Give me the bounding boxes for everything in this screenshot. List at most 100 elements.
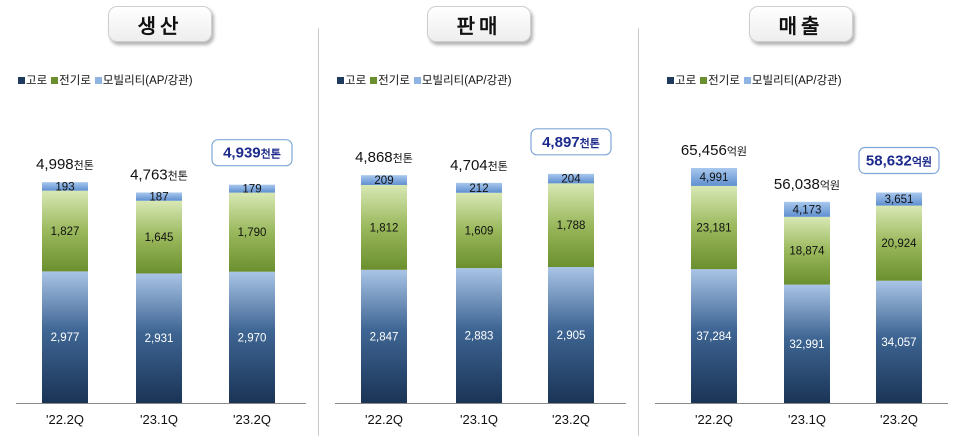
data-label: 3,651 xyxy=(885,194,914,206)
total-label: 4,939천톤 xyxy=(223,145,281,162)
data-label: 37,284 xyxy=(696,331,732,343)
legend-swatch xyxy=(413,76,421,84)
data-label: 18,874 xyxy=(789,246,825,258)
legend: 고로 전기로 모빌리티(AP/강관) xyxy=(337,72,516,88)
bar-segment-mobility xyxy=(456,182,502,193)
bar-segment-mobility xyxy=(548,173,594,184)
data-label: 179 xyxy=(242,184,261,196)
total-highlight-box xyxy=(530,128,612,156)
legend-label: 고로 xyxy=(26,75,48,87)
legend: 고로 전기로 모빌리티(AP/강관) xyxy=(18,72,197,88)
legend-item-electric-furnace: 전기로 xyxy=(700,72,740,88)
legend-swatch xyxy=(18,76,25,84)
stacked-bar-chart: 37,28423,1814,991'22.2Q65,456억원32,99118,… xyxy=(655,142,948,427)
total-value: 4,868 xyxy=(355,149,393,166)
data-label: 20,924 xyxy=(881,238,917,250)
x-tick-label: '23.2Q xyxy=(552,412,590,427)
data-label: 1,645 xyxy=(145,232,174,244)
x-tick-label: '22.2Q xyxy=(365,412,403,427)
data-label: 1,788 xyxy=(557,220,586,232)
bar-segment-blast-furnace xyxy=(42,271,88,403)
x-tick-label: '22.2Q xyxy=(46,412,84,427)
data-label: 2,847 xyxy=(370,331,399,343)
panel-production: 생산 고로 전기로 모빌리티(AP/강관) 2,977 1,827 193 '22.2Q 4,9… xyxy=(0,0,318,436)
legend-swatch xyxy=(700,76,708,84)
bar-segment-blast-furnace xyxy=(361,269,407,403)
total-unit: 억원 xyxy=(727,145,747,158)
total-label: 4,998천톤 xyxy=(36,156,94,173)
x-tick-label: '23.1Q xyxy=(140,412,178,427)
legend-swatch xyxy=(94,76,102,84)
total-value: 4,763 xyxy=(130,166,168,183)
data-label: 2,970 xyxy=(238,332,267,344)
data-label: 187 xyxy=(149,192,168,204)
chart-title: 판매 xyxy=(427,6,531,42)
bar-segment-blast-furnace xyxy=(548,267,594,403)
bar-segment-blast-furnace xyxy=(229,271,275,403)
data-label: 2,931 xyxy=(145,333,174,345)
bar-segment-blast-furnace xyxy=(136,273,182,403)
total-highlight-box xyxy=(858,146,940,175)
panel-sales: 판매 고로 전기로 모빌리티(AP/강관) 2,847 1,812 209 '22.2Q 4,8… xyxy=(319,0,638,436)
total-value: 4,897 xyxy=(542,134,580,151)
bar-segment-mobility xyxy=(876,192,922,206)
total-unit: 천톤 xyxy=(580,136,600,150)
data-label: 209 xyxy=(374,175,393,187)
bar-segment-electric-furnace xyxy=(456,192,502,269)
legend-swatch xyxy=(667,76,674,84)
bar-segment-mobility xyxy=(136,192,182,201)
total-label: 4,868천톤 xyxy=(355,149,413,166)
total-label: 4,897천톤 xyxy=(542,134,600,151)
panel-divider xyxy=(638,28,639,436)
data-label: 193 xyxy=(55,181,74,193)
data-label: 2,883 xyxy=(465,331,494,343)
panel-divider xyxy=(318,28,319,436)
stacked-bar-chart: 2,9771,827193'22.2Q4,998천톤2,9311,645187'… xyxy=(16,139,306,427)
legend-label: 전기로 xyxy=(59,75,91,87)
total-unit: 천톤 xyxy=(261,147,281,161)
bar-segment-blast-furnace xyxy=(784,284,830,403)
total-value: 4,704 xyxy=(450,157,488,174)
legend-item-electric-furnace: 전기로 xyxy=(370,72,410,88)
legend-item-blast-furnace: 고로 xyxy=(337,72,366,88)
total-unit: 천톤 xyxy=(74,158,94,172)
data-label: 32,991 xyxy=(789,339,824,351)
total-label: 4,704천톤 xyxy=(450,157,508,174)
total-unit: 천톤 xyxy=(393,151,413,165)
bar-segment-blast-furnace xyxy=(456,268,502,403)
legend-item-electric-furnace: 전기로 xyxy=(51,72,91,88)
bar-segment-electric-furnace xyxy=(548,183,594,268)
total-value: 4,998 xyxy=(36,156,74,173)
panel-revenue: 매출 고로 전기로 모빌리티(AP/강관) 37,284 23,181 4,991 '22.2… xyxy=(639,0,960,436)
total-label: 65,456억원 xyxy=(681,142,747,159)
bar-segment-electric-furnace xyxy=(784,216,830,285)
x-tick-label: '23.2Q xyxy=(233,412,271,427)
total-value: 56,038 xyxy=(774,176,820,193)
bar-segment-mobility xyxy=(361,175,407,185)
bar-segment-electric-furnace xyxy=(42,190,88,272)
legend-swatch xyxy=(370,76,378,84)
legend-item-mobility: 모빌리티(AP/강관) xyxy=(94,72,193,88)
bar-segment-blast-furnace xyxy=(876,280,922,403)
total-unit: 천톤 xyxy=(488,159,508,173)
total-value: 65,456 xyxy=(681,142,727,159)
total-value: 4,939 xyxy=(223,145,261,162)
stacked-bar-chart: 2,8471,812209'22.2Q4,868천톤2,8831,609212'… xyxy=(335,128,626,427)
x-tick-label: '22.2Q xyxy=(695,412,733,427)
data-label: 2,905 xyxy=(557,330,586,342)
legend: 고로 전기로 모빌리티(AP/강관) xyxy=(667,72,846,88)
x-tick-label: '23.1Q xyxy=(788,412,826,427)
chart-title: 생산 xyxy=(108,6,212,42)
legend-label: 모빌리티(AP/강관) xyxy=(421,75,512,87)
total-unit: 억원 xyxy=(912,155,932,169)
data-label: 1,609 xyxy=(465,225,494,237)
bar-segment-mobility xyxy=(229,184,275,193)
data-label: 23,181 xyxy=(696,223,731,235)
data-label: 1,827 xyxy=(51,226,80,238)
legend-label: 모빌리티(AP/강관) xyxy=(102,75,193,87)
total-label: 4,763천톤 xyxy=(130,166,188,183)
total-highlight-box xyxy=(211,139,293,167)
chart-title: 매출 xyxy=(749,6,853,42)
legend-item-mobility: 모빌리티(AP/강관) xyxy=(743,72,842,88)
legend-item-blast-furnace: 고로 xyxy=(18,72,47,88)
